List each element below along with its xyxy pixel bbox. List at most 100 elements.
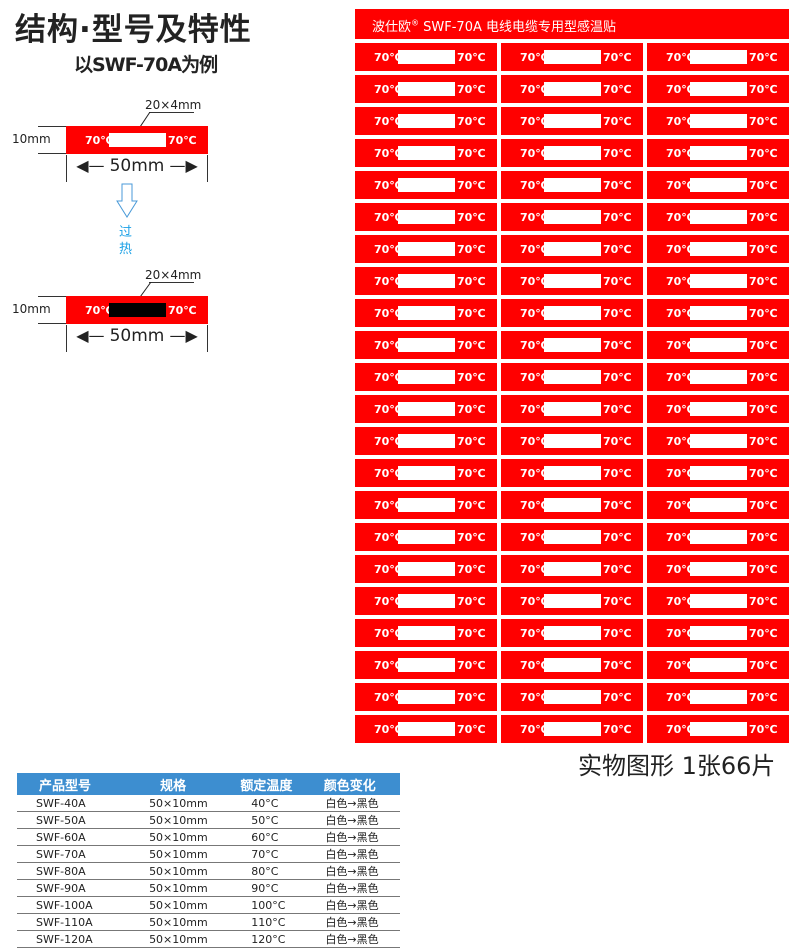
indicator-window [398,210,455,224]
temp-label: 70℃ [374,211,403,224]
cell-spec: 50×10mm [113,828,234,846]
temp-label: 70℃ [666,83,695,96]
temp-label: 70℃ [603,339,632,352]
cell-model: SWF-90A [17,879,114,897]
temp-label: 70℃ [603,723,632,736]
indicator-window-black [109,303,166,317]
sticker: 70℃ 70℃ [647,715,789,743]
temp-label: 70℃ [749,723,778,736]
table-row: SWF-90A 50×10mm 90°C 白色→黑色 [17,879,400,897]
indicator-window [544,370,601,384]
cell-temp: 110°C [233,913,300,931]
temp-label: 70℃ [666,403,695,416]
temp-label: 70℃ [520,499,549,512]
temp-label: 70℃ [749,627,778,640]
temp-label: 70℃ [603,467,632,480]
temp-label: 70℃ [457,563,486,576]
indicator-window [690,498,747,512]
sticker: 70℃ 70℃ [647,299,789,327]
cell-temp: 50°C [233,811,300,829]
cell-spec: 50×10mm [113,862,234,880]
temp-label: 70℃ [457,723,486,736]
sticker: 70℃ 70℃ [501,395,643,423]
arrow-left-icon: ◀— [76,326,105,345]
indicator-window-white [109,133,166,147]
temp-label: 70℃ [457,275,486,288]
temp-label: 70℃ [457,627,486,640]
cell-temp: 40°C [233,795,300,812]
sticker: 70℃ 70℃ [647,427,789,455]
indicator-window [690,370,747,384]
indicator-window [544,402,601,416]
temp-label: 70℃ [85,304,114,317]
width-label: 50mm [109,326,165,346]
sticker: 70℃ 70℃ [355,395,497,423]
temp-label: 70℃ [749,307,778,320]
temp-label: 70℃ [749,691,778,704]
indicator-window [544,338,601,352]
cell-color-change: 白色→黑色 [299,896,400,914]
temp-label: 70℃ [520,723,549,736]
sticker: 70℃ 70℃ [355,459,497,487]
cell-temp: 60°C [233,828,300,846]
sticker: 70℃ 70℃ [647,267,789,295]
header-temp: 额定温度 [233,773,300,795]
temp-label: 70℃ [666,339,695,352]
indicator-window [690,690,747,704]
indicator-window [690,530,747,544]
sticker: 70℃ 70℃ [355,43,497,71]
indicator-window [544,434,601,448]
temp-label: 70℃ [457,179,486,192]
temp-label: 70℃ [666,691,695,704]
temp-label: 70℃ [520,115,549,128]
indicator-window [398,690,455,704]
temp-label: 70℃ [603,627,632,640]
dim-line [66,325,67,352]
temp-label: 70℃ [520,563,549,576]
indicator-window [398,402,455,416]
cell-temp: 90°C [233,879,300,897]
cell-color-change: 白色→黑色 [299,879,400,897]
indicator-window [690,722,747,736]
indicator-window [544,82,601,96]
sticker: 70℃ 70℃ [647,107,789,135]
dim-line [207,325,208,352]
indicator-window [690,562,747,576]
cell-spec: 50×10mm [113,913,234,931]
header-spec: 规格 [113,773,234,795]
temp-label: 70℃ [749,211,778,224]
temp-label: 70℃ [457,435,486,448]
indicator-window [398,530,455,544]
sticker: 70℃ 70℃ [647,555,789,583]
indicator-window [690,242,747,256]
sticker: 70℃ 70℃ [647,203,789,231]
indicator-window [690,178,747,192]
sticker: 70℃ 70℃ [647,459,789,487]
height-label: 10mm [12,302,51,316]
temp-label: 70℃ [603,275,632,288]
sticker: 70℃ 70℃ [355,523,497,551]
arrow-right-icon: —▶ [169,326,198,345]
sticker: 70℃ 70℃ [647,651,789,679]
temp-label: 70℃ [374,563,403,576]
temp-label: 70℃ [374,147,403,160]
temp-label: 70℃ [603,595,632,608]
sticker: 70℃ 70℃ [355,203,497,231]
indicator-window [690,146,747,160]
indicator-window [690,306,747,320]
temp-label: 70℃ [666,659,695,672]
temp-label: 70℃ [457,243,486,256]
dim-line [38,153,66,154]
temp-label: 70℃ [85,134,114,147]
temp-label: 70℃ [666,467,695,480]
sticker: 70℃ 70℃ [647,523,789,551]
indicator-window [690,338,747,352]
indicator-window [398,658,455,672]
temp-label: 70℃ [520,243,549,256]
temp-label: 70℃ [666,307,695,320]
temp-label: 70℃ [749,531,778,544]
sticker: 70℃ 70℃ [355,619,497,647]
temp-label: 70℃ [749,51,778,64]
indicator-window [398,146,455,160]
sticker: 70℃ 70℃ [501,75,643,103]
